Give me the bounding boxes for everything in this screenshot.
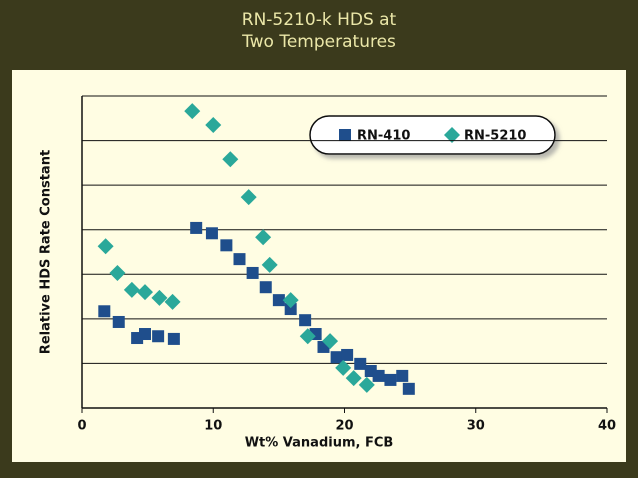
point (384, 373, 397, 386)
x-tick-label: 30 (467, 419, 485, 434)
point (322, 333, 339, 350)
point (123, 281, 140, 298)
point (299, 328, 316, 345)
point (222, 151, 239, 168)
point (396, 369, 409, 382)
point (109, 264, 126, 281)
point (282, 292, 299, 309)
point (152, 330, 165, 343)
legend-marker (444, 127, 460, 143)
point (97, 238, 114, 255)
point (358, 376, 375, 393)
point (354, 357, 367, 370)
legend-label: RN-5210 (464, 129, 526, 144)
legend-box (309, 115, 556, 155)
point (184, 103, 201, 120)
point (341, 348, 354, 361)
point (261, 256, 278, 273)
legend-marker (339, 129, 351, 141)
point (299, 314, 312, 327)
legend: RN-410 RN-5210 (309, 115, 556, 155)
point (255, 229, 272, 246)
point (139, 328, 151, 341)
point (335, 359, 352, 376)
x-tick-label: 40 (598, 419, 616, 434)
point (272, 294, 285, 307)
y-axis-label: Relative HDS Rate Constant (39, 150, 54, 354)
point (137, 284, 153, 301)
point (330, 351, 343, 364)
point (284, 303, 297, 316)
point (151, 289, 168, 306)
point (240, 189, 257, 206)
legend-label: RN-410 (357, 129, 410, 144)
x-tick-label: 10 (204, 419, 222, 434)
point (233, 253, 246, 266)
point (205, 116, 222, 133)
point (259, 281, 272, 294)
x-tick-label: 0 (77, 419, 86, 434)
point (167, 332, 180, 345)
point (190, 221, 203, 234)
point (205, 227, 218, 240)
point (372, 369, 385, 382)
x-axis-label: Wt% Vanadium, FCB (245, 436, 394, 451)
point (112, 315, 125, 328)
point (220, 239, 233, 252)
point (98, 305, 111, 318)
chart-title: Two Temperatures (241, 32, 396, 52)
point (164, 293, 181, 310)
point (246, 266, 259, 279)
point (402, 382, 415, 395)
x-tick-label: 20 (335, 419, 353, 434)
chart-title: RN-5210-k HDS at (242, 10, 397, 30)
point (345, 370, 362, 387)
